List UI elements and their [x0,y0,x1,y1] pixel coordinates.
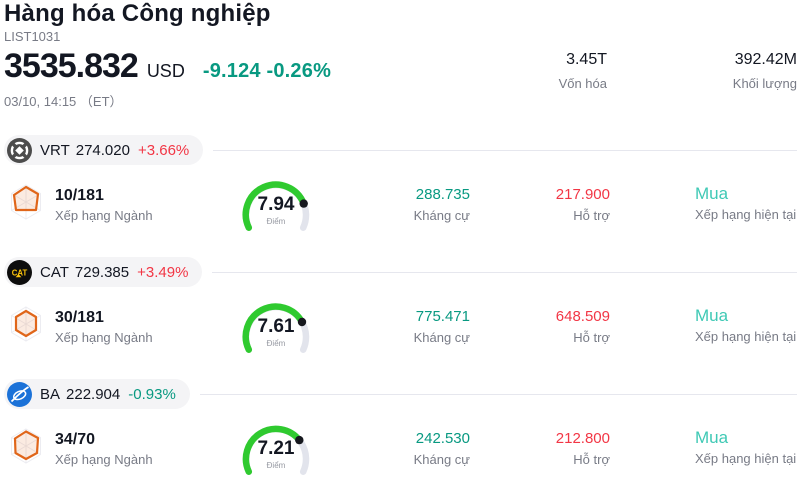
gauge-arc [242,425,310,475]
score-label: Điểm [266,461,286,470]
resistance-block: 775.471 Kháng cự [320,308,470,346]
ticker-pill-cat[interactable]: CAT CAT 729.385 +3.49% [4,257,203,287]
list-symbol: LIST1031 [4,29,61,44]
score-value: 7.21 [257,438,295,459]
ticker-price: 222.904 [66,385,121,403]
score-label: Điểm [266,339,286,348]
rating-block: Mua Xếp hạng hiện tại [695,428,796,466]
rating-label: Xếp hạng hiện tại [695,207,797,222]
ticker-change: +3.66% [137,141,190,159]
industry-radar-icon [11,428,41,464]
support-block: 648.509 Hỗ trợ [480,308,610,346]
industry-radar-icon [11,306,41,342]
support-block: 212.800 Hỗ trợ [480,430,610,468]
page-title: Hàng hóa Công nghiệp [4,0,271,27]
industry-rank: 30/181 Xếp hạng Ngành [55,309,153,345]
resistance-value: 775.471 [415,308,470,325]
volume-label: Khối lượng [732,76,797,91]
ticker-symbol: CAT [40,263,69,281]
rating-label: Xếp hạng hiện tại [695,451,797,466]
volume-value: 392.42M [734,51,797,68]
ticker-change: +3.49% [137,263,189,281]
score-gauge: 7.61 Điểm [233,300,319,360]
resistance-label: Kháng cự [413,452,470,467]
rank-label: Xếp hạng Ngành [55,452,153,467]
score-value: 7.94 [257,194,295,215]
currency-label: USD [146,61,185,81]
rank-value: 34/70 [55,431,96,448]
industry-rank: 10/181 Xếp hạng Ngành [55,187,153,223]
resistance-label: Kháng cự [413,208,470,223]
ticker-pill-ba[interactable]: BA 222.904 -0.93% [4,379,190,409]
support-value: 648.509 [555,308,610,325]
last-price: 3535.832 [4,47,139,85]
support-value: 217.900 [555,186,610,203]
rating-value: Mua [695,428,729,447]
section-divider [212,271,797,273]
svg-text:CAT: CAT [12,268,28,277]
ticker-price: 274.020 [75,141,130,159]
industry-radar-icon [11,184,41,220]
resistance-block: 288.735 Kháng cự [320,186,470,224]
rating-block: Mua Xếp hạng hiện tại [695,184,796,222]
rating-label: Xếp hạng hiện tại [695,329,797,344]
rating-block: Mua Xếp hạng hiện tại [695,306,796,344]
cat-logo-icon: CAT [7,259,32,285]
vrt-logo-icon [7,137,32,163]
ticker-change: -0.93% [128,385,176,403]
ticker-pill-row: BA 222.904 -0.93% [4,379,797,409]
price-row: 3535.832 USD -9.124 -0.26% [4,48,331,84]
resistance-value: 288.735 [415,186,470,203]
resistance-value: 242.530 [415,430,470,447]
score-label: Điểm [266,217,286,226]
rating-value: Mua [695,306,729,325]
support-value: 212.800 [555,430,610,447]
rank-label: Xếp hạng Ngành [55,208,153,223]
ticker-price: 729.385 [74,263,130,281]
rank-value: 10/181 [55,187,104,204]
section-divider [199,393,797,395]
quote-timestamp: 03/10, 14:15 （ET） [4,94,123,109]
support-label: Hỗ trợ [573,330,610,345]
ticker-pill-vrt[interactable]: VRT 274.020 +3.66% [4,135,204,165]
price-change: -9.124 -0.26% [202,60,332,82]
ticker-section-vrt: VRT 274.020 +3.66% 10/181 Xếp hạng Ngành… [0,130,800,252]
section-divider [213,149,797,151]
rank-value: 30/181 [55,309,104,326]
score-value: 7.61 [257,316,295,337]
market-cap-label: Vốn hóa [558,76,607,91]
support-label: Hỗ trợ [573,208,610,223]
market-cap-value: 3.45T [566,51,607,68]
market-cap-stat: 3.45T Vốn hóa [559,51,607,91]
support-label: Hỗ trợ [573,452,610,467]
volume-stat: 392.42M Khối lượng [733,51,797,91]
support-block: 217.900 Hỗ trợ [480,186,610,224]
ticker-symbol: VRT [40,141,70,159]
gauge-arc [242,303,310,353]
gauge-arc [242,181,310,231]
rating-value: Mua [695,184,729,203]
rank-label: Xếp hạng Ngành [55,330,153,345]
score-gauge: 7.21 Điểm [233,422,319,482]
resistance-block: 242.530 Kháng cự [320,430,470,468]
resistance-label: Kháng cự [413,330,470,345]
ticker-section-ba: BA 222.904 -0.93% 34/70 Xếp hạng Ngành 7… [0,374,800,488]
ticker-symbol: BA [40,385,61,403]
ticker-pill-row: CAT CAT 729.385 +3.49% [4,257,797,287]
industry-rank: 34/70 Xếp hạng Ngành [55,431,153,467]
ticker-pill-row: VRT 274.020 +3.66% [4,135,797,165]
ba-logo-icon [7,381,32,407]
score-gauge: 7.94 Điểm [233,178,319,238]
ticker-section-cat: CAT CAT 729.385 +3.49% 30/181 Xếp hạng N… [0,252,800,374]
